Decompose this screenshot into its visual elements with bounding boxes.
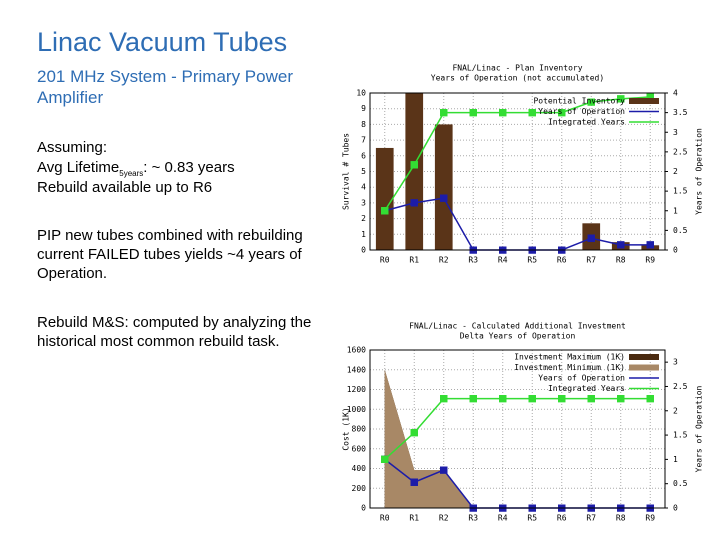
x-tick-label: R8 xyxy=(616,514,626,523)
bar xyxy=(405,93,424,250)
text-line: Avg Lifetime5years: ~ 0.83 years xyxy=(37,158,235,183)
y-tick-label: 1200 xyxy=(347,385,366,394)
line xyxy=(381,93,654,215)
chart-subtitle: Delta Years of Operation xyxy=(460,332,576,341)
y2-axis-label: Years of Operation xyxy=(695,128,704,215)
text: Rebuild M&S: computed by analyzing the h… xyxy=(37,314,312,350)
y-tick-label: 0 xyxy=(361,504,366,513)
x-tick-label: R2 xyxy=(439,256,449,265)
x-tick-label: R3 xyxy=(468,256,478,265)
x-tick-label: R0 xyxy=(380,256,390,265)
legend-label: Integrated Years xyxy=(548,384,625,393)
legend-label: Potential Inventory xyxy=(533,97,625,106)
y2-tick-label: 0.5 xyxy=(673,226,688,235)
x-tick-label: R1 xyxy=(409,514,419,523)
y-tick-label: 3 xyxy=(361,198,366,207)
text: Rebuild available up to R6 xyxy=(37,179,213,196)
line xyxy=(381,194,654,254)
slide-subtitle: 201 MHz System - Primary Power Amplifier xyxy=(37,67,293,107)
legend-label: Years of Operation xyxy=(538,374,625,383)
text: PIP new tubes combined with rebuilding c… xyxy=(37,227,303,282)
x-tick-label: R6 xyxy=(557,514,567,523)
slide-title: Linac Vacuum Tubes xyxy=(37,27,288,57)
text: : ~ 0.83 years xyxy=(143,159,235,176)
y-tick-label: 8 xyxy=(361,120,366,129)
x-tick-label: R8 xyxy=(616,256,626,265)
x-tick-label: R9 xyxy=(645,514,655,523)
y2-tick-label: 0.5 xyxy=(673,479,688,488)
legend-swatch xyxy=(629,98,659,104)
x-tick-label: R5 xyxy=(527,256,537,265)
text: Assuming: xyxy=(37,139,108,156)
y2-tick-label: 1 xyxy=(673,455,678,464)
legend-label: Investment Minimum (1K) xyxy=(514,363,625,372)
text: Avg Lifetime xyxy=(37,159,120,176)
y2-tick-label: 1.5 xyxy=(673,187,688,196)
legend-swatch xyxy=(629,364,659,371)
y2-tick-label: 3 xyxy=(673,358,678,367)
legend-label: Investment Maximum (1K) xyxy=(514,353,625,362)
x-tick-label: R4 xyxy=(498,256,508,265)
y-tick-label: 7 xyxy=(361,136,366,145)
y-tick-label: 1000 xyxy=(347,405,366,414)
text: 5years xyxy=(119,169,144,178)
y-tick-label: 4 xyxy=(361,183,366,192)
y-tick-label: 10 xyxy=(356,89,366,98)
y2-tick-label: 1 xyxy=(673,206,678,215)
y2-tick-label: 2.5 xyxy=(673,147,688,156)
bar xyxy=(641,245,660,250)
y-tick-label: 1600 xyxy=(347,346,366,355)
y-axis-label: Survival # Tubes xyxy=(342,133,351,210)
y2-tick-label: 3 xyxy=(673,128,678,137)
y2-tick-label: 2.5 xyxy=(673,382,688,391)
x-tick-label: R1 xyxy=(409,256,419,265)
x-tick-label: R7 xyxy=(586,256,596,265)
legend-swatch xyxy=(629,354,659,360)
x-tick-label: R2 xyxy=(439,514,449,523)
y2-tick-label: 2 xyxy=(673,406,678,415)
y-tick-label: 6 xyxy=(361,151,366,160)
chart-title: FNAL/Linac - Plan Inventory xyxy=(452,64,582,73)
y2-tick-label: 2 xyxy=(673,167,678,176)
y-tick-label: 9 xyxy=(361,104,366,113)
legend-label: Years of Operation xyxy=(538,107,625,116)
y-tick-label: 1 xyxy=(361,230,366,239)
y-tick-label: 600 xyxy=(352,444,367,453)
plot-frame xyxy=(369,349,666,509)
y2-tick-label: 1.5 xyxy=(673,431,688,440)
y-axis-label: Cost (1K) xyxy=(342,407,351,450)
y-tick-label: 0 xyxy=(361,246,366,255)
x-tick-label: R6 xyxy=(557,256,567,265)
x-tick-label: R4 xyxy=(498,514,508,523)
bar xyxy=(434,124,453,250)
y-tick-label: 200 xyxy=(352,484,367,493)
y-tick-label: 2 xyxy=(361,214,366,223)
y-tick-label: 800 xyxy=(352,425,367,434)
plot-frame xyxy=(369,92,666,251)
y-tick-label: 5 xyxy=(361,167,366,176)
y-tick-label: 400 xyxy=(352,464,367,473)
x-tick-label: R3 xyxy=(468,514,478,523)
bar xyxy=(375,147,394,250)
chart-subtitle: Years of Operation (not accumulated) xyxy=(431,74,604,83)
y2-tick-label: 0 xyxy=(673,504,678,513)
y-tick-label: 1400 xyxy=(347,365,366,374)
x-tick-label: R9 xyxy=(645,256,655,265)
legend-label: Integrated Years xyxy=(548,118,625,127)
y2-tick-label: 3.5 xyxy=(673,108,688,117)
y2-axis-label: Years of Operation xyxy=(695,385,704,472)
line xyxy=(381,394,654,464)
bar xyxy=(582,223,601,250)
y2-tick-label: 4 xyxy=(673,89,678,98)
x-tick-label: R0 xyxy=(380,514,390,523)
x-tick-label: R5 xyxy=(527,514,537,523)
x-tick-label: R7 xyxy=(586,514,596,523)
y2-tick-label: 0 xyxy=(673,246,678,255)
chart-title: FNAL/Linac - Calculated Additional Inves… xyxy=(409,322,626,331)
